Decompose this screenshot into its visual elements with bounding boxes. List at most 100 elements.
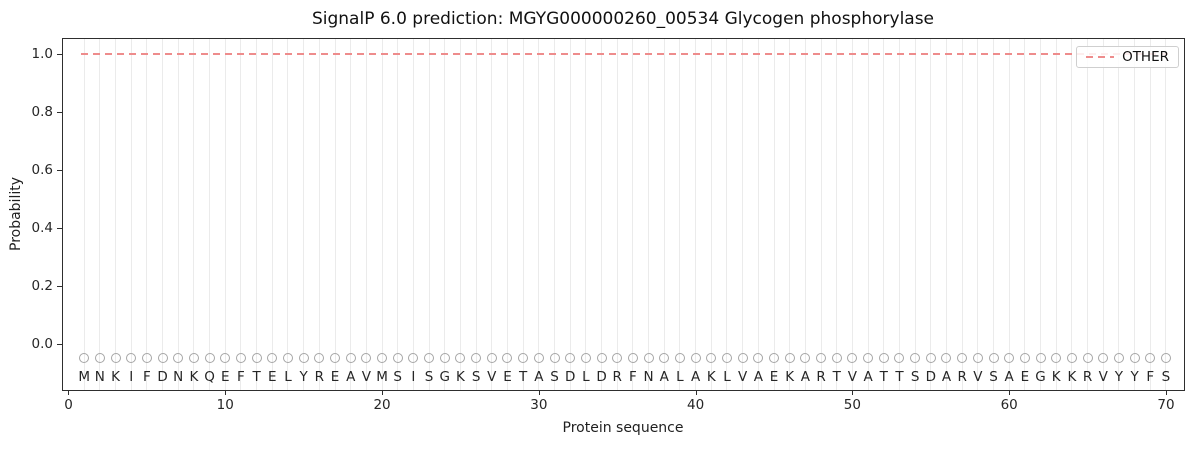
residue-letter-51: A: [863, 368, 873, 385]
gridline-residue-66: [1102, 39, 1104, 390]
gridline-residue-14: [287, 39, 289, 390]
gridline-residue-51: [867, 39, 869, 390]
gridline-residue-24: [444, 39, 446, 390]
gridline-residue-25: [459, 39, 461, 390]
residue-letter-17: E: [330, 368, 340, 385]
residue-letter-27: V: [487, 368, 497, 385]
residue-marker-64: [1066, 353, 1077, 364]
residue-marker-47: [800, 353, 811, 364]
residue-marker-17: [330, 353, 341, 364]
gridline-residue-22: [412, 39, 414, 390]
residue-letter-14: L: [284, 368, 292, 385]
x-tick-label-70: 70: [1157, 397, 1175, 413]
residue-marker-44: [753, 353, 764, 364]
residue-letter-19: V: [361, 368, 371, 385]
residue-marker-60: [1004, 353, 1015, 364]
residue-marker-10: [220, 353, 231, 364]
residue-letter-40: A: [690, 368, 701, 385]
residue-letter-29: T: [519, 368, 528, 385]
gridline-residue-37: [648, 39, 650, 390]
y-tick-mark-0.2: [57, 285, 62, 287]
residue-letter-33: L: [582, 368, 590, 385]
residue-letter-44: A: [753, 368, 763, 385]
x-axis-label: Protein sequence: [562, 420, 684, 436]
gridline-residue-7: [177, 39, 179, 390]
residue-letter-56: A: [941, 368, 952, 385]
residue-marker-37: [643, 353, 654, 364]
residue-letter-26: S: [471, 368, 481, 385]
residue-marker-5: [141, 353, 152, 364]
gridline-residue-17: [334, 39, 336, 390]
residue-marker-24: [439, 353, 450, 364]
gridline-residue-36: [632, 39, 634, 390]
residue-letter-46: K: [785, 368, 795, 385]
x-tick-label-20: 20: [373, 397, 391, 413]
gridline-residue-57: [961, 39, 963, 390]
residue-marker-14: [282, 353, 293, 364]
residue-marker-28: [502, 353, 513, 364]
chart-title: SignalP 6.0 prediction: MGYG000000260_00…: [311, 9, 935, 29]
residue-letter-61: E: [1020, 368, 1030, 385]
residue-marker-30: [533, 353, 544, 364]
residue-letter-32: D: [564, 368, 576, 385]
gridline-residue-44: [757, 39, 759, 390]
y-tick-mark-0.8: [57, 111, 62, 113]
gridline-residue-19: [365, 39, 367, 390]
gridline-residue-11: [240, 39, 242, 390]
residue-letter-7: N: [173, 368, 184, 385]
residue-marker-54: [910, 353, 921, 364]
x-tick-label-50: 50: [843, 397, 861, 413]
residue-marker-6: [157, 353, 168, 364]
gridline-residue-64: [1071, 39, 1073, 390]
gridline-residue-28: [506, 39, 508, 390]
residue-marker-31: [549, 353, 560, 364]
residue-marker-34: [596, 353, 607, 364]
residue-marker-15: [298, 353, 309, 364]
residue-letter-52: T: [879, 368, 888, 385]
residue-marker-40: [690, 353, 701, 364]
gridline-residue-50: [851, 39, 853, 390]
residue-marker-56: [941, 353, 952, 364]
residue-letter-25: K: [456, 368, 465, 385]
gridline-residue-65: [1087, 39, 1089, 390]
residue-marker-1: [79, 353, 90, 364]
gridline-residue-67: [1118, 39, 1120, 390]
residue-marker-9: [204, 353, 215, 364]
gridline-residue-34: [601, 39, 603, 390]
residue-marker-68: [1129, 353, 1140, 364]
residue-marker-52: [878, 353, 889, 364]
residue-marker-67: [1113, 353, 1124, 364]
residue-letter-13: E: [268, 368, 277, 385]
residue-letter-6: D: [157, 368, 168, 385]
residue-marker-13: [267, 353, 278, 364]
residue-letter-9: Q: [204, 368, 215, 385]
residue-letter-47: A: [800, 368, 810, 385]
residue-letter-41: K: [706, 368, 716, 385]
gridline-residue-45: [773, 39, 775, 390]
residue-letter-10: E: [221, 368, 230, 385]
gridline-residue-27: [491, 39, 493, 390]
residue-marker-3: [110, 353, 121, 364]
x-tick-mark-30: [538, 391, 540, 395]
residue-letter-68: Y: [1130, 368, 1139, 385]
residue-marker-22: [408, 353, 419, 364]
residue-letter-15: Y: [299, 368, 308, 385]
residue-marker-59: [988, 353, 999, 364]
residue-marker-8: [188, 353, 199, 364]
x-tick-label-40: 40: [687, 397, 705, 413]
gridline-residue-60: [1008, 39, 1010, 390]
gridline-residue-62: [1040, 39, 1042, 390]
legend-dashed-line-sample: [1086, 56, 1115, 58]
gridline-residue-21: [397, 39, 399, 390]
y-axis-label: Probability: [8, 176, 24, 252]
residue-marker-57: [957, 353, 968, 364]
residue-marker-48: [816, 353, 827, 364]
residue-marker-27: [486, 353, 497, 364]
legend: OTHER: [1076, 46, 1179, 68]
residue-letter-70: S: [1161, 368, 1171, 385]
residue-marker-45: [769, 353, 779, 364]
x-tick-mark-0: [68, 391, 70, 395]
residue-marker-50: [847, 353, 858, 364]
y-tick-mark-0.4: [57, 227, 62, 229]
